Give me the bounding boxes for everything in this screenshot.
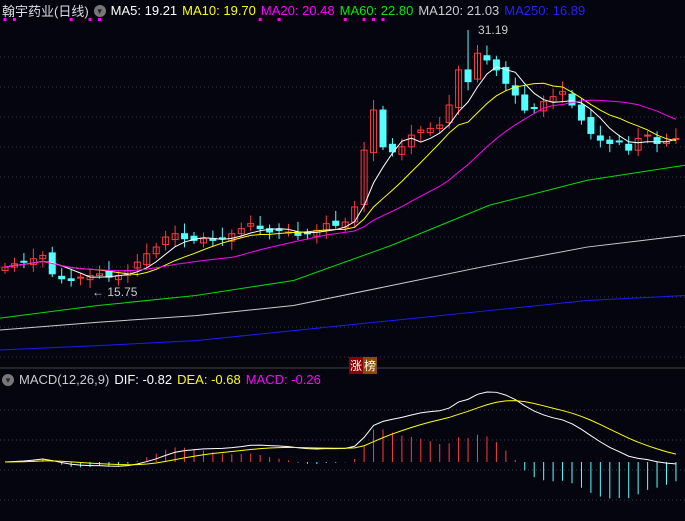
candle-down xyxy=(653,137,661,144)
candle-down xyxy=(266,228,274,233)
candle-down xyxy=(587,117,595,134)
event-marker xyxy=(12,18,16,21)
candle-down xyxy=(181,233,189,240)
chart-header: 翰宇药业(日线) ▾ MA5: 19.21 MA10: 19.70 MA20: … xyxy=(2,1,585,20)
candle-up xyxy=(540,101,548,112)
candle-down xyxy=(606,139,614,144)
event-marker xyxy=(372,18,376,21)
candle-up xyxy=(96,273,103,276)
dif-label: DIF: -0.82 xyxy=(114,372,173,387)
ma60-line xyxy=(0,164,685,319)
candle-up xyxy=(455,69,463,109)
candle-down xyxy=(483,55,491,61)
macd-params: MACD(12,26,9) xyxy=(19,372,110,387)
candle-down xyxy=(190,235,198,241)
candle-down xyxy=(332,220,340,226)
candle-up xyxy=(152,246,160,255)
candle-down xyxy=(464,69,472,83)
macd-header: ▾ MACD(12,26,9) DIF: -0.82 DEA: -0.68 MA… xyxy=(2,372,321,387)
ma60-label: MA60: 22.80 xyxy=(339,3,414,18)
macd-label: MACD: -0.26 xyxy=(245,372,321,387)
candle-up xyxy=(634,137,642,151)
candle-down xyxy=(568,93,576,106)
event-marker xyxy=(277,18,281,21)
ma5-label: MA5: 19.21 xyxy=(110,3,178,18)
ma10-label: MA10: 19.70 xyxy=(182,3,256,18)
event-marker xyxy=(69,18,73,21)
dea-line xyxy=(4,400,677,466)
candle-down xyxy=(256,225,264,230)
candle-down xyxy=(502,66,510,84)
low-price-label: ← 15.75 xyxy=(92,285,138,299)
candle-up xyxy=(143,253,151,266)
candle-up xyxy=(133,261,141,269)
candle-up xyxy=(407,134,415,148)
candle-up xyxy=(549,96,557,103)
chevron-down-icon[interactable]: ▾ xyxy=(2,373,14,386)
candle-up xyxy=(426,127,434,134)
candle-down xyxy=(625,143,633,151)
event-marker xyxy=(258,18,262,21)
chevron-down-icon[interactable]: ▾ xyxy=(93,4,106,17)
ma5-line xyxy=(4,66,677,278)
event-marker xyxy=(343,18,347,21)
candle-down xyxy=(67,278,75,281)
candle-up xyxy=(474,52,481,80)
event-marker xyxy=(362,18,366,21)
ma20-line xyxy=(4,99,677,272)
ma10-line xyxy=(4,82,677,275)
candle-up xyxy=(398,146,406,155)
candle-up xyxy=(644,134,652,137)
candle-up xyxy=(29,258,37,266)
candle-down xyxy=(577,104,585,121)
event-marker xyxy=(88,18,92,21)
candle-up xyxy=(77,276,85,279)
badge-char: 榜 xyxy=(363,357,378,374)
candle-up xyxy=(39,254,47,260)
candle-up xyxy=(171,233,179,241)
ma120-line xyxy=(0,234,685,331)
candle-down xyxy=(521,94,529,111)
candle-up xyxy=(672,137,680,140)
candle-down xyxy=(218,237,226,240)
candle-down xyxy=(58,275,66,280)
candle-down xyxy=(615,140,623,143)
candle-up xyxy=(559,91,567,95)
candle-up xyxy=(445,104,453,124)
candle-down xyxy=(275,229,283,232)
event-marker xyxy=(381,18,385,21)
candle-down xyxy=(511,85,519,96)
badge-char: 涨 xyxy=(349,357,364,374)
ma20-label: MA20: 20.48 xyxy=(260,3,335,18)
ma250-line xyxy=(0,295,685,351)
event-marker xyxy=(98,18,101,21)
ma120-label: MA120: 21.03 xyxy=(418,3,500,18)
event-marker xyxy=(3,18,7,21)
candle-down xyxy=(379,109,387,148)
candle-up xyxy=(417,129,425,134)
candle-down xyxy=(530,107,538,110)
ma250-label: MA250: 16.89 xyxy=(504,3,586,18)
high-price-label: 31.19 xyxy=(478,23,508,37)
candle-down xyxy=(20,260,28,263)
candle-up xyxy=(162,236,170,246)
candle-down xyxy=(388,143,396,153)
candle-down xyxy=(492,59,500,71)
candle-up xyxy=(436,124,444,129)
dif-line xyxy=(4,391,676,467)
candle-up xyxy=(247,223,255,227)
candle-up xyxy=(370,109,378,154)
candle-down xyxy=(596,135,604,141)
stock-name: 翰宇药业(日线) xyxy=(2,4,89,19)
limit-up-badge[interactable]: 涨 榜 xyxy=(349,357,378,374)
candle-up xyxy=(199,238,207,244)
candle-up xyxy=(237,228,245,235)
dea-label: DEA: -0.68 xyxy=(177,372,241,387)
